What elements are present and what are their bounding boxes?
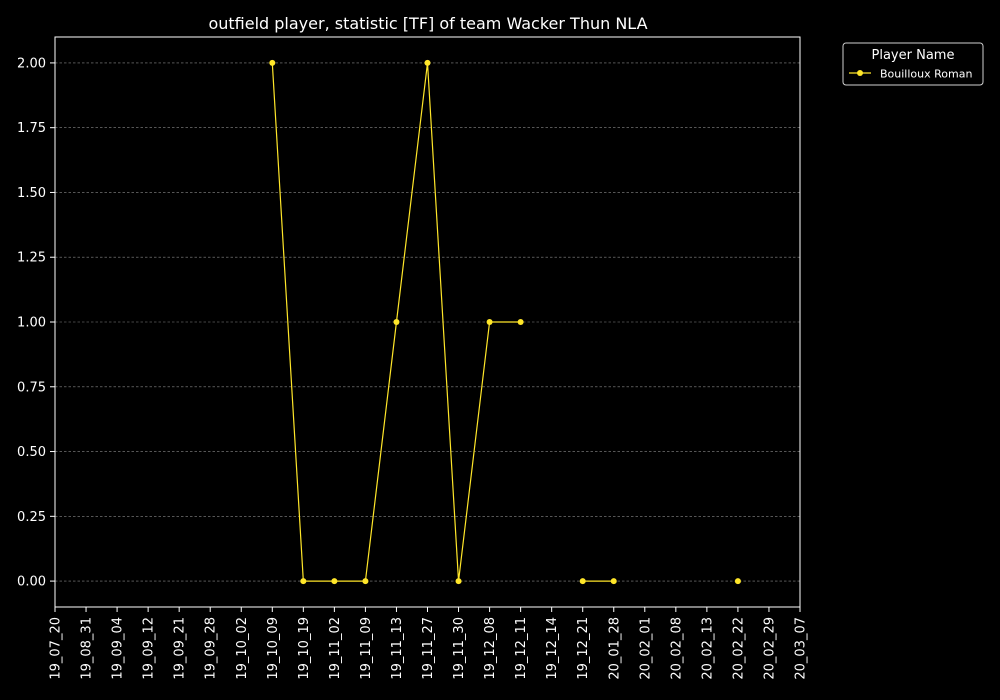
y-tick-label: 0.25 <box>17 510 46 525</box>
data-point-marker <box>579 578 586 585</box>
x-tick-label: 19_10_19 <box>297 617 312 680</box>
x-tick-label: 20_02_29 <box>762 617 777 680</box>
x-tick-label: 19_09_21 <box>173 617 188 680</box>
data-point-marker <box>269 59 276 66</box>
legend-swatch-marker <box>857 70 863 76</box>
data-point-marker <box>393 319 400 325</box>
x-tick-label: 19_10_09 <box>266 617 281 680</box>
x-tick-label: 19_09_04 <box>111 617 126 680</box>
x-tick-label: 19_12_08 <box>483 617 498 680</box>
x-tick-label: 19_09_12 <box>142 617 157 680</box>
data-point-marker <box>455 578 462 585</box>
y-tick-label: 1.50 <box>17 186 46 201</box>
x-tick-label: 20_03_07 <box>794 617 809 680</box>
y-tick-label: 0.75 <box>17 380 46 395</box>
chart-title: outfield player, statistic [TF] of team … <box>208 14 647 33</box>
data-point-marker <box>517 319 524 325</box>
x-tick-label: 19_12_11 <box>514 617 529 680</box>
data-point-marker <box>331 578 338 585</box>
data-point-marker <box>610 578 617 585</box>
x-tick-label: 20_02_13 <box>700 617 715 680</box>
axes: 0.00 0.25 0.50 0.75 1.00 1.25 1.50 1.75 2.00 19_0… <box>17 36 809 680</box>
legend-title: Player Name <box>872 48 955 63</box>
legend-entry-label: Bouilloux Roman <box>880 68 972 81</box>
x-tick-label: 19_11_30 <box>452 617 467 680</box>
x-tick-label: 19_11_13 <box>390 617 405 680</box>
x-tick-label: 20_02_01 <box>638 617 653 680</box>
x-tick-label: 20_02_08 <box>669 617 684 680</box>
y-tick-label: 1.00 <box>17 316 46 331</box>
x-tick-label: 19_10_02 <box>235 617 250 680</box>
gridlines <box>55 62 800 582</box>
y-tick-label: 0.50 <box>17 445 46 460</box>
x-tick-label: 20_02_22 <box>731 617 746 680</box>
y-tick-label: 1.25 <box>17 251 46 266</box>
x-tick-label: 19_11_09 <box>359 617 374 680</box>
x-tick-label: 19_12_14 <box>545 617 560 680</box>
data-point-marker <box>486 319 493 325</box>
legend: Player Name Bouilloux Roman <box>842 42 984 86</box>
plot-frame <box>54 36 801 608</box>
y-tick-label: 0.00 <box>17 575 46 590</box>
x-tick-label: 19_08_31 <box>80 617 95 680</box>
data-point-marker <box>300 578 307 585</box>
x-tick-label: 19_09_28 <box>204 617 219 680</box>
x-tick-label: 19_11_02 <box>328 617 343 680</box>
series-layer <box>269 59 741 585</box>
legend-box <box>842 42 984 86</box>
x-tick-label: 19_11_27 <box>421 617 436 680</box>
x-tick-label: 19_12_21 <box>576 617 591 680</box>
x-tick-label: 20_01_28 <box>607 617 622 680</box>
data-point-marker <box>734 578 741 585</box>
x-tick-label: 19_07_20 <box>49 617 64 680</box>
y-tick-label: 1.75 <box>17 121 46 136</box>
y-tick-label: 2.00 <box>17 56 46 71</box>
data-point-marker <box>362 578 369 585</box>
data-point-marker <box>424 59 431 66</box>
